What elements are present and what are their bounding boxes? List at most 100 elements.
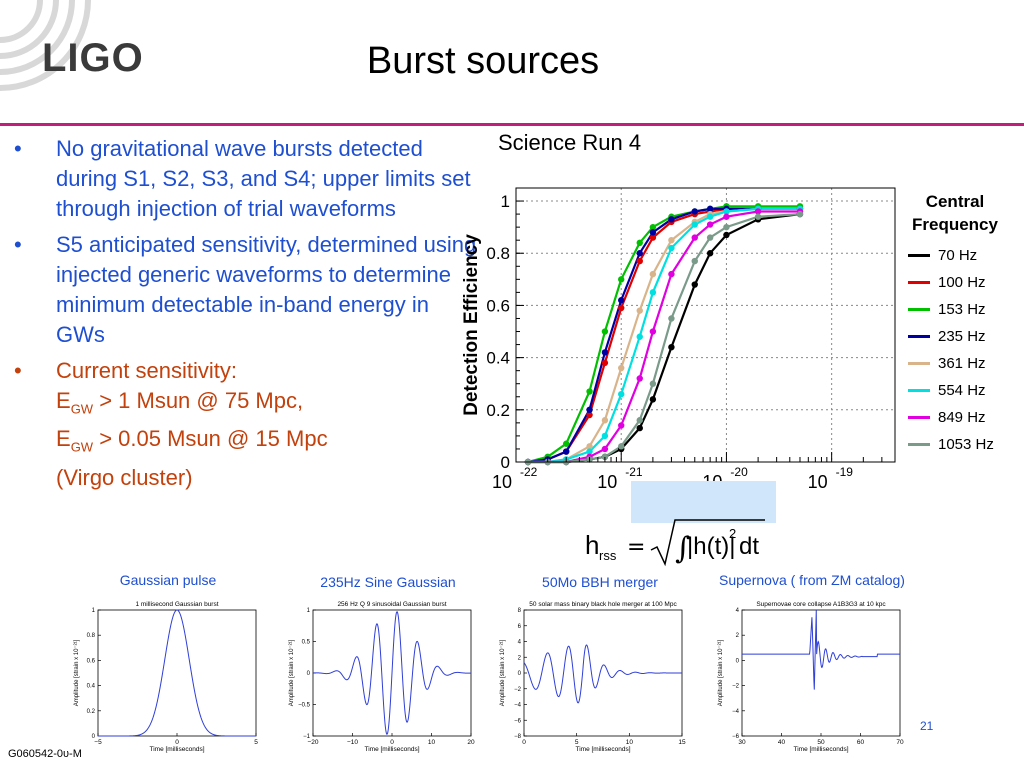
legend-swatch [908, 416, 930, 419]
legend-entry: 361 Hz [896, 350, 1024, 377]
waveform-xlabel: Time [milliseconds] [364, 746, 419, 753]
slide-title: Burst sources [0, 40, 966, 83]
series-point [706, 250, 714, 257]
title-divider [0, 123, 1024, 126]
legend-swatch [908, 281, 930, 284]
x-tick-label: 10 [597, 472, 617, 492]
legend-swatch [908, 389, 930, 392]
waveform-ytick-label: −1 [303, 734, 311, 740]
waveform-ytick-label: 4 [518, 640, 522, 646]
waveform-ytick-label: 0.6 [87, 658, 96, 664]
series-point [723, 231, 730, 239]
waveform-ytick-label: 0 [736, 658, 740, 664]
waveform-ytick-label: 0.8 [87, 633, 96, 639]
series-point [796, 210, 804, 218]
waveform-ytick-label: 1 [307, 608, 311, 614]
waveform-ytick-label: −6 [732, 734, 740, 740]
waveform-xtick-label: 70 [896, 739, 904, 746]
series-point [649, 289, 657, 296]
waveform-frame [741, 609, 901, 737]
series-point [649, 270, 657, 278]
waveform-title: Supernovae core collapse A1B3G3 at 10 kp… [756, 601, 886, 608]
series-point [706, 221, 714, 228]
waveform-xlabel: Time [milliseconds] [149, 746, 204, 753]
series-point [706, 213, 714, 220]
series-point [649, 380, 657, 387]
waveform-xtick-label: 30 [738, 739, 746, 746]
energy-symbol: E [56, 388, 71, 413]
series-point [723, 213, 730, 220]
sensitivity-line-2: EGW > 0.05 Msun @ 15 Mpc [56, 424, 478, 462]
page-number: 21 [920, 719, 934, 733]
series-point [586, 411, 593, 419]
waveform-xtick-label: −5 [94, 739, 102, 746]
waveform-title: 1 millisecond Gaussian burst [135, 601, 218, 608]
series-point [618, 297, 625, 304]
waveform-ylabel: Amplitude [strain x 10⁻²¹] [74, 639, 80, 706]
series-point [636, 250, 643, 257]
x-tick-exponent: -19 [836, 465, 854, 479]
y-tick-label: 0 [501, 453, 510, 472]
series-point [586, 448, 593, 455]
sensitivity-heading: Current sensitivity: [56, 358, 237, 383]
waveform-xtick-label: 5 [575, 739, 579, 746]
legend-title-line-2: Frequency [912, 215, 998, 234]
hrss-formula: h rss = ∫ |h(t)| 2 dt [585, 519, 765, 567]
legend-swatch [908, 254, 930, 257]
waveform-ytick-label: −6 [514, 718, 522, 724]
series-point [649, 396, 657, 403]
formula-highlight [631, 481, 776, 523]
series-point [636, 333, 643, 340]
waveform-xtick-label: −10 [347, 739, 358, 746]
series-point [618, 304, 625, 312]
legend-title: Central Frequency [896, 190, 1014, 236]
series-point [601, 328, 609, 335]
series-point [691, 208, 698, 215]
series-point [563, 440, 570, 447]
legend-label: 849 Hz [938, 409, 986, 426]
y-tick-label: 0.4 [486, 349, 510, 368]
series-point [649, 234, 657, 241]
waveform-ytick-label: 0.2 [87, 709, 96, 715]
y-tick-label: 0.8 [486, 244, 510, 263]
sensitivity-value-1: > 1 Msun @ 75 Mpc, [93, 388, 304, 413]
legend-swatch [908, 308, 930, 311]
waveform-ytick-label: −2 [514, 687, 522, 693]
formula-power: 2 [729, 526, 736, 541]
waveform-caption-1: Gaussian pulse [119, 572, 217, 588]
waveform-ytick-label: 2 [736, 633, 740, 639]
bullet-item-1: • No gravitational wave bursts detected … [8, 134, 478, 224]
series-line [527, 207, 800, 464]
waveform-ytick-label: 4 [736, 608, 740, 614]
waveform-caption-4: Supernova ( from ZM catalog) [719, 572, 905, 588]
series-line [528, 213, 801, 464]
legend-entry: 235 Hz [896, 323, 1024, 350]
waveform-xtick-label: 15 [678, 739, 686, 746]
series-line [527, 205, 800, 464]
series-line [528, 213, 801, 464]
integral-sign-icon: ∫ [675, 531, 691, 566]
waveform-ylabel: Amplitude [strain x 10⁻²¹] [289, 639, 295, 706]
x-tick-exponent: -21 [625, 465, 643, 479]
formula-equals: = [627, 535, 645, 560]
waveform-xtick-label: 0 [175, 739, 179, 746]
energy-subscript: GW [70, 401, 94, 417]
document-id: G060542-0υ-M [8, 748, 82, 760]
waveform-ytick-label: −2 [732, 684, 740, 690]
supernova-plot: Supernovae core collapse A1B3G3 at 10 kp… [718, 601, 904, 753]
waveform-ytick-label: 8 [518, 608, 522, 614]
series-point [706, 205, 714, 213]
series-point [618, 276, 625, 283]
waveform-xtick-label: 0 [522, 739, 526, 746]
waveform-xtick-label: 20 [467, 739, 475, 746]
sine-gaussian-plot: 256 Hz Q 9 sinusoidal Gaussian burst Time… [289, 601, 475, 753]
series-point [668, 216, 675, 223]
series-point [586, 388, 593, 395]
legend-swatch [908, 362, 930, 365]
waveform-xtick-label: 10 [626, 739, 634, 746]
waveform-ytick-label: 0 [307, 671, 311, 677]
series-point [618, 390, 625, 398]
waveform-xtick-label: 10 [428, 739, 436, 746]
legend-entry: 153 Hz [896, 296, 1024, 323]
legend-label: 153 Hz [938, 301, 986, 318]
